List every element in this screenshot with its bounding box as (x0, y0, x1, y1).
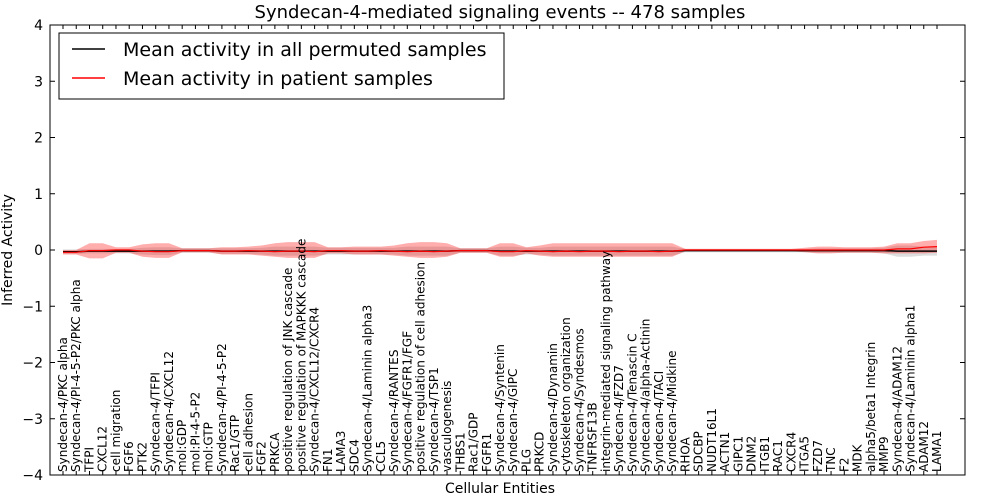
x-category-label: Syndecan-4/TFPI (149, 372, 163, 472)
chart-title: Syndecan-4-mediated signaling events -- … (255, 2, 746, 23)
x-category-label: PRKCD (533, 432, 547, 472)
x-category-label: CCL5 (374, 441, 388, 472)
x-category-label: positive regulation of cell adhesion (414, 262, 428, 472)
y-axis: −4 −3 −2 −1 0 1 2 3 4 (22, 18, 965, 484)
x-category-label: Syndecan-4/Dynamin (546, 343, 560, 472)
x-category-label: F2 (837, 457, 851, 472)
y-tick-label: −3 (22, 412, 43, 428)
y-tick-label: 2 (34, 131, 43, 147)
x-category-label: MDK (851, 443, 865, 472)
y-tick-label: 4 (34, 18, 43, 34)
x-category-label: positive regulation of MAPKKK cascade (294, 239, 308, 472)
x-category-label: RHOA (678, 436, 692, 472)
x-category-label: Syndecan-4/CXCL12 (162, 351, 176, 472)
x-category-label: FZD7 (811, 440, 825, 472)
x-category-label: TNC (824, 447, 838, 473)
x-category-label: PRKCA (268, 432, 282, 472)
x-category-label: Syndecan-4/Syntenin (493, 344, 507, 472)
x-category-label: cell migration (109, 390, 123, 472)
x-category-label: Syndecan-4/TSP1 (427, 367, 441, 472)
x-category-label: RAC1 (771, 440, 785, 472)
x-category-label: Syndecan-4/Midkine (665, 351, 679, 472)
x-category-label: Syndecan-4/Syndesmos (573, 328, 587, 472)
legend: Mean activity in all permuted samples Me… (58, 32, 505, 100)
x-category-label: SDCBP (692, 431, 706, 472)
x-category-label: Syndecan-4/RANTES (387, 350, 401, 472)
x-category-label: mol:PI-4-5-P2 (188, 392, 202, 472)
x-category-label: integrin-mediated signaling pathway (599, 251, 613, 472)
x-axis: Syndecan-4/PKC alpha Syndecan-4/PI-4-5-P2… (56, 25, 944, 475)
x-category-label: Syndecan-4/FGFR1/FGF (400, 331, 414, 472)
x-category-label: LAMA3 (334, 431, 348, 472)
x-category-label: FN1 (321, 448, 335, 472)
x-category-label: Syndecan-4/Tenascin C (625, 333, 639, 472)
y-axis-title: Inferred Activity (0, 194, 16, 306)
y-tick-label: −2 (22, 356, 43, 372)
series-lines (63, 246, 938, 253)
y-tick-label: 1 (34, 187, 43, 203)
line-series-1 (63, 246, 938, 253)
x-category-label: SDC4 (347, 439, 361, 472)
band-series-1 (63, 239, 937, 259)
x-category-label: FGF2 (255, 441, 269, 472)
x-axis-title: Cellular Entities (445, 481, 555, 497)
x-category-label: Syndecan-4/ADAM12 (890, 346, 904, 472)
x-category-label: ACTN1 (718, 432, 732, 472)
x-category-label: vasculogenesis (440, 381, 454, 472)
x-category-label: ADAM12 (917, 421, 931, 472)
x-category-label: mol:GDP (175, 420, 189, 472)
x-category-label: TNFRSF13B (586, 402, 600, 473)
x-category-label: NUDT16L1 (705, 408, 719, 472)
x-category-label: Syndecan-4/Laminin alpha1 (904, 305, 918, 472)
x-category-label: PTK2 (136, 442, 150, 472)
x-category-label: positive regulation of JNK cascade (281, 268, 295, 472)
x-category-label: Syndecan-4/TACI (652, 371, 666, 472)
x-category-label: ITGA5 (798, 436, 812, 472)
x-category-label: PLG (520, 449, 534, 472)
x-category-label: CXCR4 (784, 432, 798, 472)
x-category-label: cell adhesion (241, 393, 255, 472)
y-tick-label: 0 (34, 243, 43, 259)
x-category-label: mol:GTP (202, 422, 216, 472)
y-tick-label: 3 (34, 74, 43, 90)
x-category-label: THBS1 (453, 432, 467, 473)
x-category-label: Syndecan-4/PKC alpha (56, 337, 70, 472)
legend-box (58, 32, 505, 100)
x-category-label: TFPI (83, 447, 97, 473)
x-category-label: alpha5/beta1 Integrin (864, 342, 878, 472)
x-category-label: FGF6 (122, 441, 136, 472)
x-category-label: LAMA1 (930, 431, 944, 472)
x-category-label: Rac1/GDP (467, 413, 481, 472)
x-category-label: GIPC1 (731, 436, 745, 472)
x-category-label: MMP9 (877, 436, 891, 472)
x-category-label: ITGB1 (758, 436, 772, 472)
x-category-label: Syndecan-4/GIPC (506, 369, 520, 472)
x-category-label: Syndecan-4/PI-4-5-P2/PKC alpha (69, 279, 83, 472)
x-category-label: cytoskeleton organization (559, 317, 573, 472)
y-tick-label: −1 (22, 299, 43, 315)
x-category-label: Syndecan-4/CXCL12/CXCR4 (308, 307, 322, 472)
legend-label-patient: Mean activity in patient samples (123, 68, 433, 90)
x-category-label: DNM2 (745, 436, 759, 472)
x-category-label: Syndecan-4/FZD7 (612, 365, 626, 472)
x-category-label: Syndecan-4/PI-4-5-P2 (215, 343, 229, 472)
legend-label-permuted: Mean activity in all permuted samples (123, 39, 486, 61)
x-category-label: Syndecan-4/Laminin alpha3 (361, 305, 375, 472)
x-category-label: Syndecan-4/alpha-Actinin (639, 319, 653, 472)
x-category-label: FGFR1 (480, 433, 494, 472)
y-tick-label: −4 (22, 468, 43, 484)
x-category-label: CXCL12 (96, 426, 110, 472)
x-category-label: Rac1/GTP (228, 415, 242, 472)
